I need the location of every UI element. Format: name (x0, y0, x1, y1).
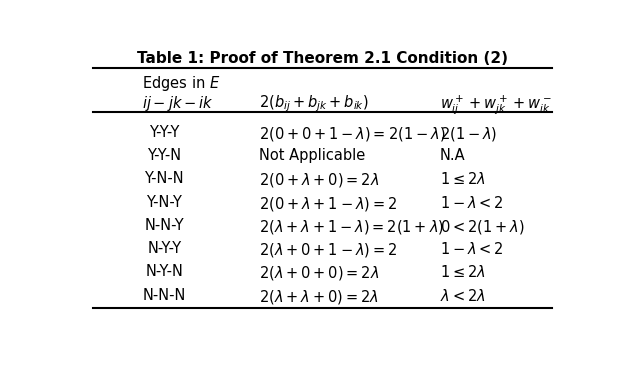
Text: N.A: N.A (440, 148, 466, 163)
Text: Y-N-Y: Y-N-Y (146, 195, 182, 210)
Text: N-N-Y: N-N-Y (144, 218, 184, 233)
Text: N-Y-N: N-Y-N (146, 264, 183, 279)
Text: $2(0 + 0 + 1 - \lambda) = 2(1 - \lambda)$: $2(0 + 0 + 1 - \lambda) = 2(1 - \lambda)… (260, 125, 446, 143)
Text: Y-N-N: Y-N-N (144, 171, 184, 186)
Text: N-Y-Y: N-Y-Y (147, 241, 181, 256)
Text: $w^+_{ij} + w^+_{jk} + w^-_{ik}$: $w^+_{ij} + w^+_{jk} + w^-_{ik}$ (440, 94, 552, 117)
Text: $2(\lambda + \lambda + 1 - \lambda) = 2(1 + \lambda)$: $2(\lambda + \lambda + 1 - \lambda) = 2(… (260, 218, 445, 236)
Text: $1 \leq 2\lambda$: $1 \leq 2\lambda$ (440, 264, 486, 280)
Text: Y-Y-Y: Y-Y-Y (149, 125, 180, 140)
Text: Not Applicable: Not Applicable (260, 148, 365, 163)
Text: $0 < 2(1 + \lambda)$: $0 < 2(1 + \lambda)$ (440, 218, 525, 236)
Text: Table 1: Proof of Theorem 2.1 Condition (2): Table 1: Proof of Theorem 2.1 Condition … (137, 51, 508, 66)
Text: $2(0 + \lambda + 0) = 2\lambda$: $2(0 + \lambda + 0) = 2\lambda$ (260, 171, 380, 190)
Text: $1 \leq 2\lambda$: $1 \leq 2\lambda$ (440, 171, 486, 187)
Text: N-N-N: N-N-N (142, 287, 186, 302)
Text: $\lambda < 2\lambda$: $\lambda < 2\lambda$ (440, 287, 486, 304)
Text: $1 - \lambda < 2$: $1 - \lambda < 2$ (440, 195, 504, 210)
Text: $2(\lambda + \lambda + 0) = 2\lambda$: $2(\lambda + \lambda + 0) = 2\lambda$ (260, 287, 379, 305)
Text: Y-Y-N: Y-Y-N (147, 148, 181, 163)
Text: $2(\lambda + 0 + 0) = 2\lambda$: $2(\lambda + 0 + 0) = 2\lambda$ (260, 264, 380, 282)
Text: $2(0 + \lambda + 1 - \lambda) = 2$: $2(0 + \lambda + 1 - \lambda) = 2$ (260, 195, 398, 213)
Text: $1 - \lambda < 2$: $1 - \lambda < 2$ (440, 241, 504, 257)
Text: Edges in $E$: Edges in $E$ (142, 74, 220, 93)
Text: $ij - jk - ik$: $ij - jk - ik$ (142, 94, 214, 113)
Text: $2(\lambda + 0 + 1 - \lambda) = 2$: $2(\lambda + 0 + 1 - \lambda) = 2$ (260, 241, 398, 259)
Text: $2(b_{ij} + b_{jk} + b_{ik})$: $2(b_{ij} + b_{jk} + b_{ik})$ (260, 94, 369, 114)
Text: $2(1 - \lambda)$: $2(1 - \lambda)$ (440, 125, 497, 143)
